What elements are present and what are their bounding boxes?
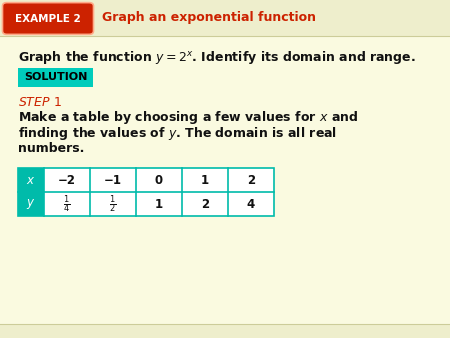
FancyBboxPatch shape [18, 68, 93, 87]
Text: 2: 2 [201, 197, 209, 211]
Text: finding the values of $y$. The domain is all real: finding the values of $y$. The domain is… [18, 124, 337, 142]
Bar [18, 168, 274, 216]
Text: 1: 1 [155, 197, 163, 211]
Bar [18, 192, 44, 216]
Text: $\frac{1}{2}$: $\frac{1}{2}$ [109, 193, 117, 215]
Text: EXAMPLE 2: EXAMPLE 2 [15, 14, 81, 24]
Bar [18, 168, 274, 216]
Text: Make a table by choosing a few values for $x$ and: Make a table by choosing a few values fo… [18, 110, 358, 126]
Text: −1: −1 [104, 173, 122, 187]
Text: −2: −2 [58, 173, 76, 187]
Text: 0: 0 [155, 173, 163, 187]
Text: Graph the function $y = 2^x$. Identify its domain and range.: Graph the function $y = 2^x$. Identify i… [18, 48, 416, 66]
Text: $x$: $x$ [26, 173, 36, 187]
Bar [0, 324, 450, 338]
Text: $\it{STEP\ 1}$: $\it{STEP\ 1}$ [18, 96, 62, 108]
Text: $y$: $y$ [26, 197, 36, 211]
Bar [18, 168, 44, 192]
Text: SOLUTION: SOLUTION [24, 72, 87, 82]
Text: numbers.: numbers. [18, 142, 85, 154]
FancyBboxPatch shape [3, 3, 94, 34]
Bar [0, 0, 450, 36]
Text: 1: 1 [201, 173, 209, 187]
Text: 2: 2 [247, 173, 255, 187]
Text: $\frac{1}{4}$: $\frac{1}{4}$ [63, 193, 71, 215]
Text: 4: 4 [247, 197, 255, 211]
Text: Graph an exponential function: Graph an exponential function [102, 11, 316, 24]
